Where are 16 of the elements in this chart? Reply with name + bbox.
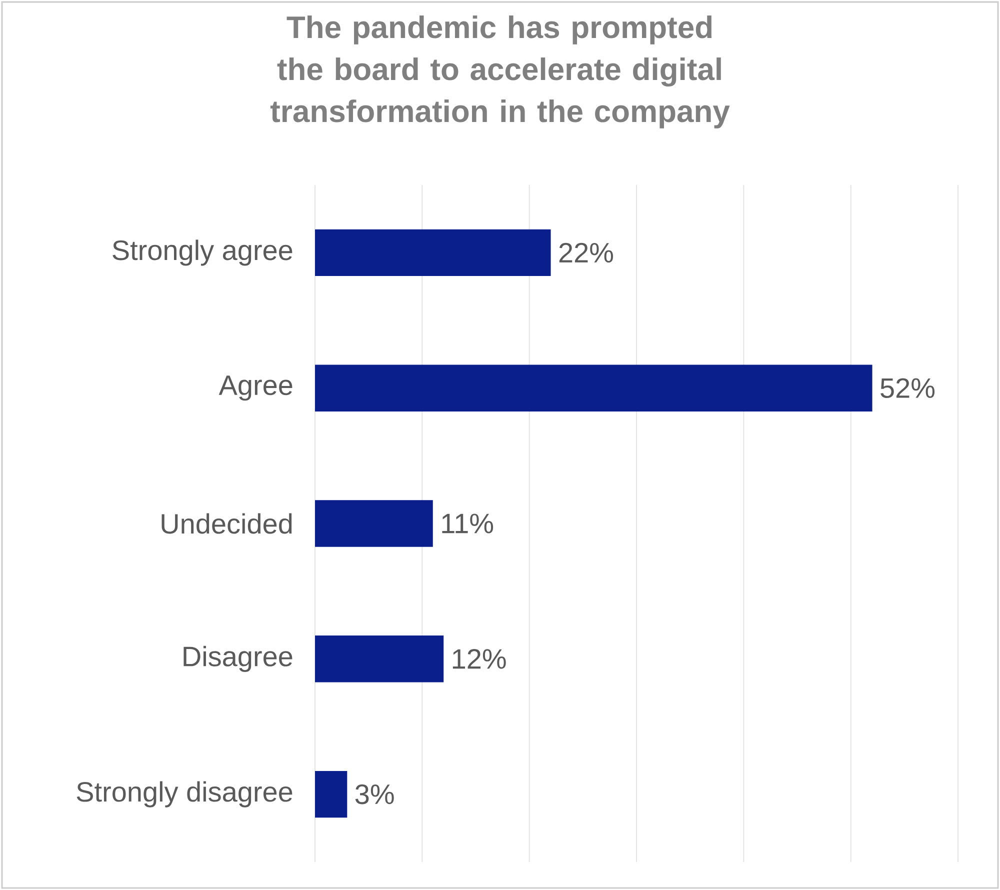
y-tick-label: Strongly disagree (76, 781, 292, 808)
y-tick-label: Undecided (162, 513, 292, 534)
bar (315, 636, 444, 682)
bar (315, 770, 348, 818)
bar (315, 229, 551, 276)
data-label: 3% (355, 784, 394, 804)
y-tick-label: Disagree (184, 646, 292, 672)
data-label: 12% (452, 649, 506, 669)
data-label: 22% (559, 242, 614, 263)
y-tick-label: Strongly agree (112, 240, 292, 266)
chart-title: The pandemic has prompted the board to accelerate digital transformation in the company (270, 16, 730, 128)
data-label: 11% (442, 514, 494, 534)
bar (315, 364, 872, 412)
y-tick-label: Agree (218, 376, 292, 401)
bar (315, 500, 433, 547)
data-label: 52% (880, 378, 935, 398)
